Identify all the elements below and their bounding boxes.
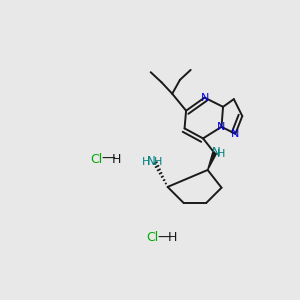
Text: N: N — [217, 122, 226, 132]
Text: N: N — [212, 146, 220, 159]
Text: Cl: Cl — [146, 231, 158, 244]
Text: N: N — [231, 129, 240, 139]
Text: H: H — [167, 231, 177, 244]
Text: N: N — [200, 93, 209, 103]
Text: H: H — [153, 157, 162, 166]
Text: H: H — [217, 149, 226, 159]
Text: —: — — [101, 152, 115, 166]
Text: H: H — [142, 157, 150, 166]
Text: H: H — [111, 153, 121, 166]
Text: N: N — [147, 155, 156, 168]
Polygon shape — [208, 152, 216, 170]
Text: —: — — [158, 231, 171, 245]
Text: Cl: Cl — [90, 153, 102, 166]
